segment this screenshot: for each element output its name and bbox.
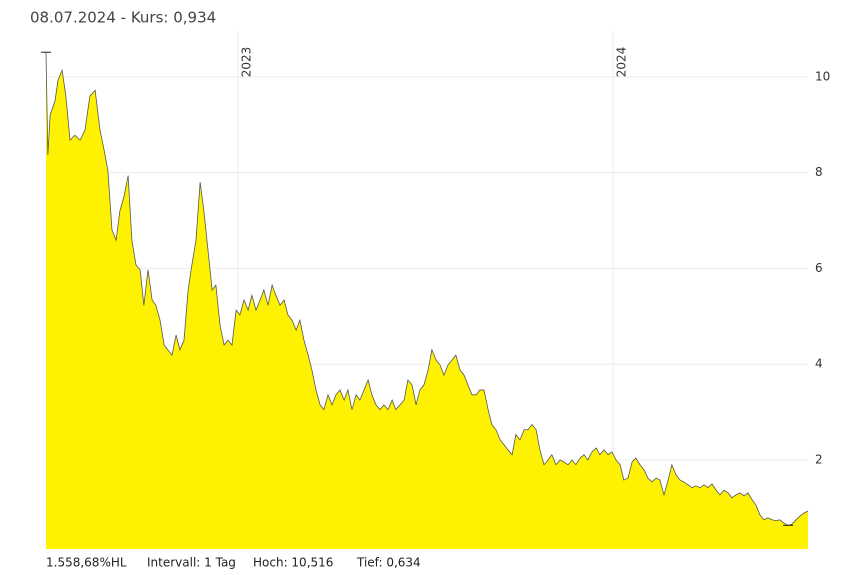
y-tick-label: 6	[815, 261, 823, 275]
price-line	[45, 52, 809, 526]
footer-change: 1.558,68%HL	[46, 556, 127, 570]
x-tick-label: 2023	[240, 47, 254, 78]
x-tick-label: 2024	[615, 47, 629, 78]
footer-interval: Intervall: 1 Tag	[147, 556, 236, 570]
footer-high: Hoch: 10,516	[253, 556, 333, 570]
axes: 2 4 6 8 10 2023 2024	[240, 47, 831, 467]
plot	[41, 51, 809, 549]
y-tick-label: 8	[815, 165, 823, 179]
y-tick-label: 10	[815, 69, 830, 83]
y-tick-label: 2	[815, 452, 823, 466]
footer-low: Tief: 0,634	[356, 556, 421, 570]
y-tick-label: 4	[815, 357, 823, 371]
area	[46, 52, 808, 549]
header-title: 08.07.2024 - Kurs: 0,934	[30, 9, 216, 27]
